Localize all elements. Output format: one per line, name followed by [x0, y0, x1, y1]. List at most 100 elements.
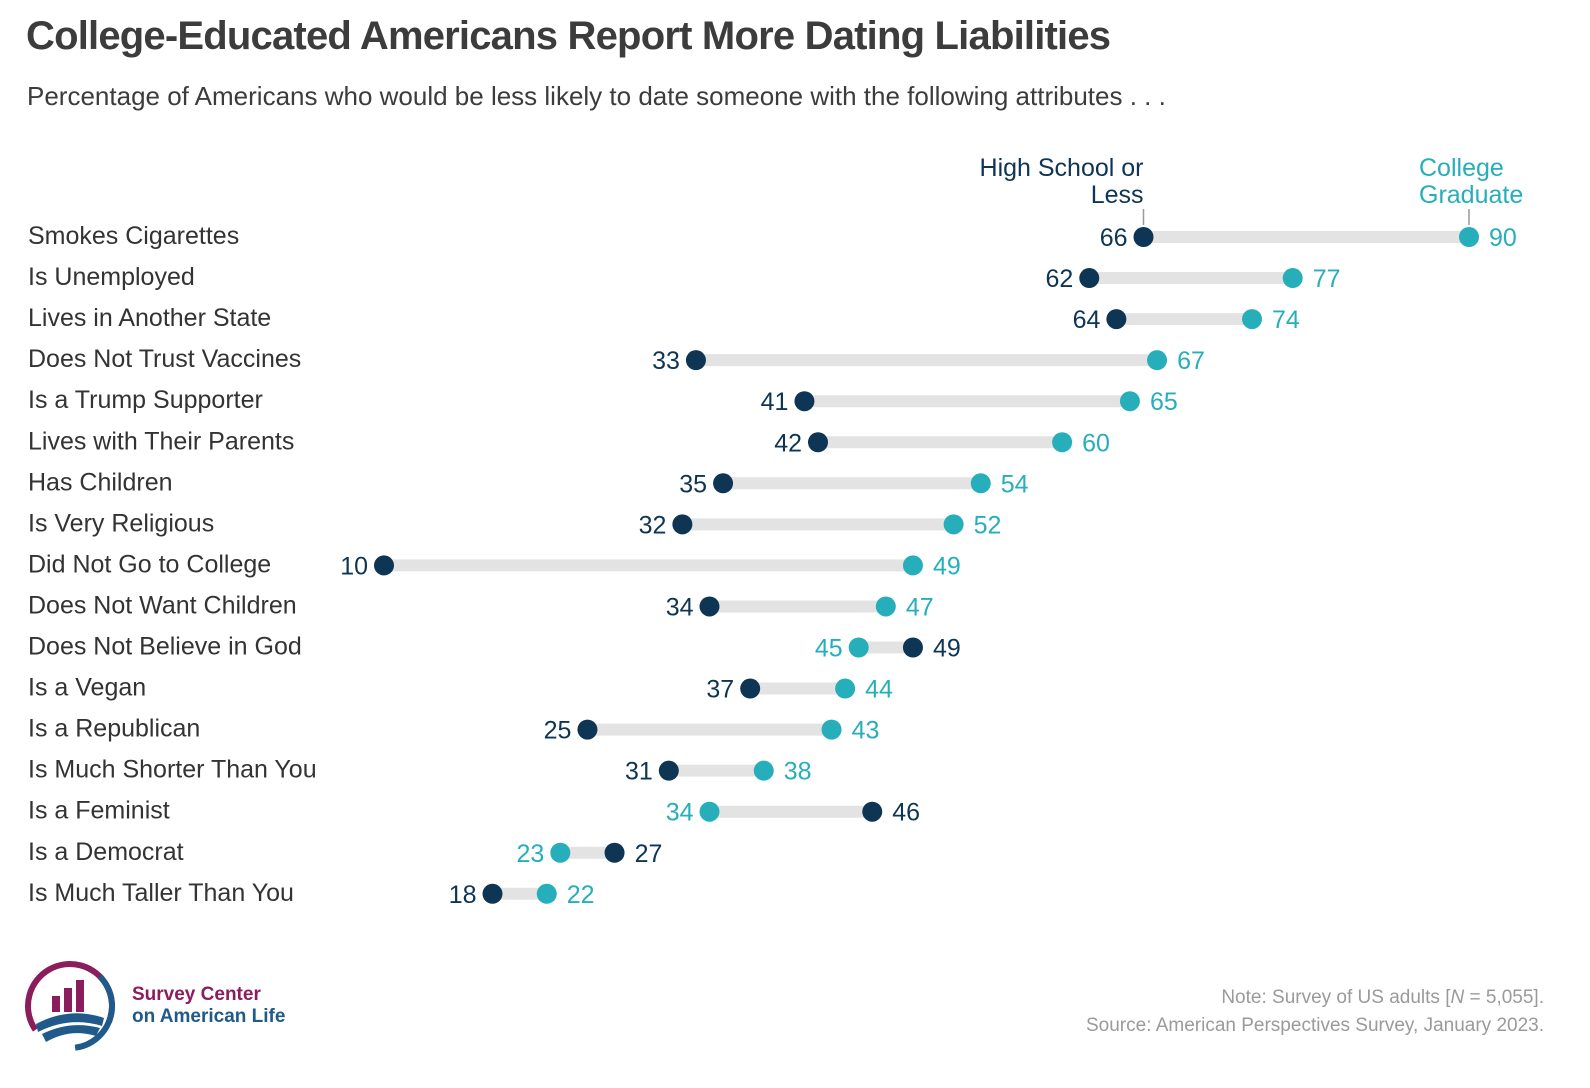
high-school-value-label: 10 — [340, 552, 368, 580]
high-school-value-label: 18 — [449, 881, 477, 909]
high-school-dot — [808, 432, 828, 453]
legend-high-school: High School or — [980, 154, 1144, 182]
high-school-value-label: 32 — [639, 511, 667, 539]
note-suffix: = 5,055]. — [1464, 987, 1545, 1008]
college-value-label: 34 — [666, 799, 694, 827]
category-label: Is a Democrat — [28, 838, 184, 866]
high-school-value-label: 46 — [892, 799, 920, 827]
high-school-dot — [482, 883, 503, 904]
college-dot — [970, 473, 991, 494]
college-dot — [536, 883, 557, 904]
college-value-label: 22 — [567, 881, 595, 909]
high-school-value-label: 41 — [761, 388, 789, 416]
high-school-dot — [1079, 268, 1100, 289]
college-dot — [1459, 227, 1479, 247]
high-school-value-label: 62 — [1045, 265, 1073, 293]
category-label: Smokes Cigarettes — [28, 222, 239, 250]
college-value-label: 90 — [1489, 224, 1517, 252]
category-label: Is Much Taller Than You — [28, 879, 294, 907]
high-school-value-label: 49 — [933, 635, 961, 663]
note-text: Note: Survey of US adults [N = 5,055]. — [1086, 984, 1544, 1012]
college-dot — [835, 678, 856, 699]
college-dot — [1052, 432, 1073, 453]
college-value-label: 43 — [852, 717, 880, 745]
category-label: Lives in Another State — [28, 304, 271, 332]
legend-college: College — [1419, 154, 1504, 182]
footnote: Note: Survey of US adults [N = 5,055]. S… — [1086, 984, 1544, 1040]
high-school-value-label: 42 — [774, 429, 802, 457]
high-school-dot — [658, 760, 679, 781]
logo-text: Survey Center on American Life — [132, 984, 285, 1028]
college-dot — [821, 719, 842, 740]
high-school-value-label: 35 — [679, 470, 707, 498]
college-dot — [902, 555, 923, 576]
college-value-label: 45 — [815, 635, 843, 663]
category-label: Is a Vegan — [28, 674, 146, 702]
college-value-label: 23 — [517, 840, 545, 868]
college-dot — [1147, 350, 1168, 371]
category-label: Is Very Religious — [28, 509, 214, 537]
category-label: Does Not Want Children — [28, 591, 297, 619]
logo-line-1: Survey Center — [132, 984, 261, 1005]
high-school-dot — [1106, 309, 1127, 330]
college-dot — [848, 637, 869, 658]
category-label: Is Unemployed — [28, 263, 195, 291]
category-label: Did Not Go to College — [28, 550, 271, 578]
category-label: Is a Republican — [28, 715, 200, 743]
college-value-label: 47 — [906, 593, 934, 621]
high-school-dot — [577, 719, 598, 740]
legend-college: Graduate — [1419, 181, 1523, 209]
source-text: Source: American Perspectives Survey, Ja… — [1086, 1015, 1544, 1036]
legend-high-school: Less — [1091, 181, 1144, 209]
college-value-label: 60 — [1082, 429, 1110, 457]
category-label: Is a Feminist — [28, 797, 170, 825]
high-school-value-label: 37 — [706, 676, 734, 704]
high-school-dot — [862, 801, 883, 822]
college-dot — [875, 596, 896, 617]
note-prefix: Note: Survey of US adults [ — [1221, 987, 1451, 1008]
college-value-label: 74 — [1272, 306, 1300, 334]
high-school-value-label: 64 — [1073, 306, 1101, 334]
college-dot — [753, 760, 774, 781]
chart-title: College-Educated Americans Report More D… — [26, 14, 1111, 58]
high-school-value-label: 66 — [1100, 224, 1128, 252]
college-dot — [1282, 268, 1303, 289]
chart-subtitle: Percentage of Americans who would be les… — [27, 81, 1166, 111]
college-value-label: 77 — [1313, 265, 1341, 293]
high-school-dot — [685, 350, 706, 371]
category-label: Does Not Trust Vaccines — [28, 345, 301, 373]
high-school-value-label: 33 — [652, 347, 680, 375]
dumbbell-chart: Smokes Cigarettes 66 90 Is Unemployed 62 77 Li… — [28, 154, 1523, 909]
high-school-dot — [699, 596, 720, 617]
category-label: Does Not Believe in God — [28, 633, 302, 661]
college-value-label: 49 — [933, 552, 961, 580]
high-school-value-label: 27 — [635, 840, 663, 868]
college-dot — [1119, 391, 1140, 412]
category-label: Is Much Shorter Than You — [28, 756, 317, 784]
college-value-label: 38 — [784, 758, 812, 786]
logo-emblem-icon — [25, 961, 115, 1051]
high-school-dot — [604, 842, 625, 863]
college-value-label: 54 — [1001, 470, 1029, 498]
college-value-label: 52 — [974, 511, 1002, 539]
high-school-dot — [672, 514, 693, 535]
college-dot — [943, 514, 964, 535]
logo-line-2: on American Life — [132, 1006, 286, 1027]
high-school-dot — [740, 678, 761, 699]
college-dot — [550, 842, 571, 863]
category-label: Lives with Their Parents — [28, 427, 294, 455]
college-dot — [1242, 309, 1262, 330]
high-school-dot — [1133, 227, 1154, 247]
survey-center-logo: Survey Center on American Life — [22, 958, 302, 1058]
college-value-label: 65 — [1150, 388, 1178, 416]
high-school-dot — [902, 637, 923, 658]
high-school-dot — [794, 391, 815, 412]
college-dot — [699, 801, 720, 822]
category-label: Has Children — [28, 468, 173, 496]
category-label: Is a Trump Supporter — [28, 386, 263, 414]
high-school-value-label: 34 — [666, 593, 694, 621]
note-n-symbol: N — [1450, 987, 1465, 1008]
high-school-value-label: 25 — [544, 717, 572, 745]
high-school-value-label: 31 — [625, 758, 653, 786]
high-school-dot — [374, 555, 394, 576]
